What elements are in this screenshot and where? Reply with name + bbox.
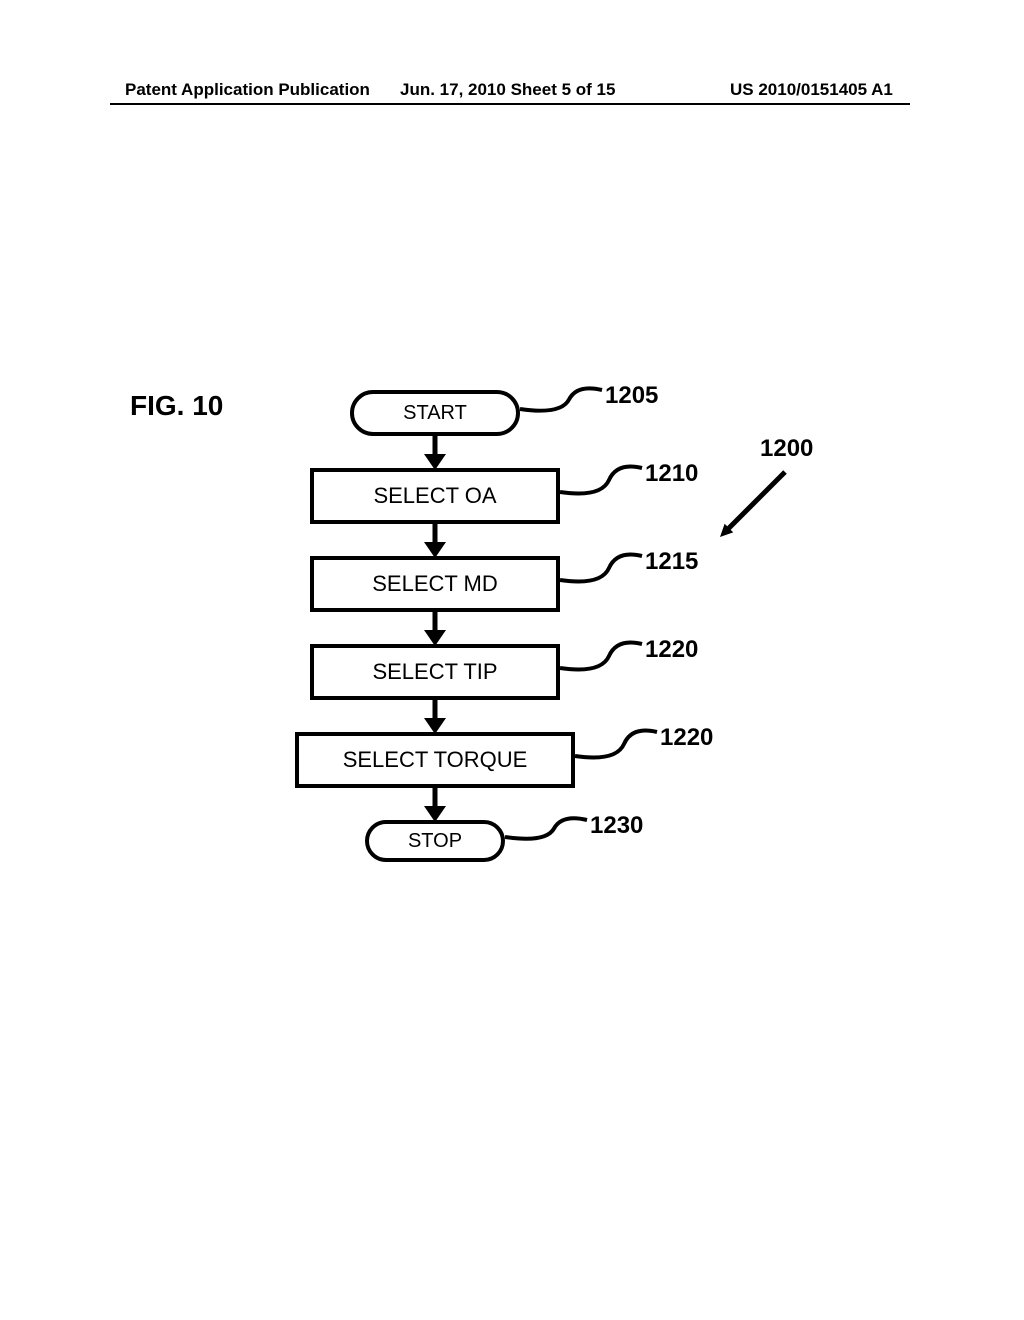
figure-reference-overall: 1200: [760, 435, 813, 463]
overall-ref-arrow: [0, 0, 1024, 1320]
